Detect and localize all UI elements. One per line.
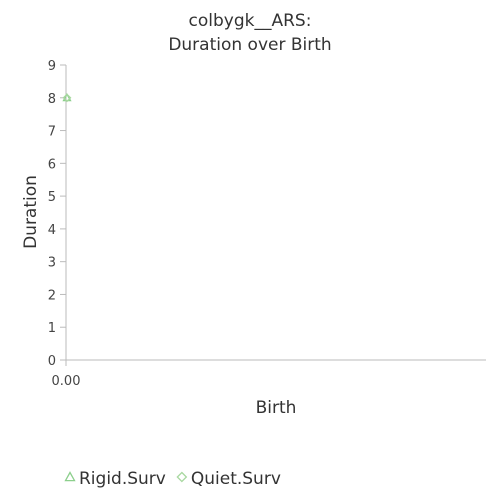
data-point-quiet-surv	[62, 93, 72, 103]
y-tick-label: 6	[48, 157, 56, 172]
y-axis-label: Duration	[21, 175, 41, 249]
y-tick-label: 2	[48, 288, 56, 303]
y-tick-label: 5	[48, 190, 56, 205]
y-tick-label: 3	[48, 256, 56, 271]
legend-label: Quiet.Surv	[191, 469, 281, 489]
x-axis-label: Birth	[256, 398, 297, 418]
legend-marker-quiet-surv	[176, 471, 188, 483]
y-tick-label: 0	[48, 354, 56, 369]
chart-title-line-1: colbygk__ARS:	[189, 11, 312, 31]
y-tick-label: 1	[48, 321, 56, 336]
y-tick-label: 7	[48, 125, 56, 140]
y-tick-label: 8	[48, 92, 56, 107]
chart-title-line-2: Duration over Birth	[168, 35, 331, 55]
legend-label: Rigid.Surv	[79, 469, 166, 489]
x-ticks: 0.00	[52, 360, 81, 389]
x-tick-label: 0.00	[52, 374, 81, 389]
plot-area: 0 1 2 3 4 5 6 7 8 9 0.00	[48, 59, 486, 389]
y-tick-label: 4	[48, 223, 56, 238]
y-ticks: 0 1 2 3 4 5 6 7 8 9	[48, 59, 66, 369]
y-tick-label: 9	[48, 59, 56, 74]
legend: Rigid.Surv Quiet.Surv	[64, 469, 281, 489]
data-marks	[62, 92, 72, 103]
legend-marker-rigid-surv	[64, 471, 76, 482]
